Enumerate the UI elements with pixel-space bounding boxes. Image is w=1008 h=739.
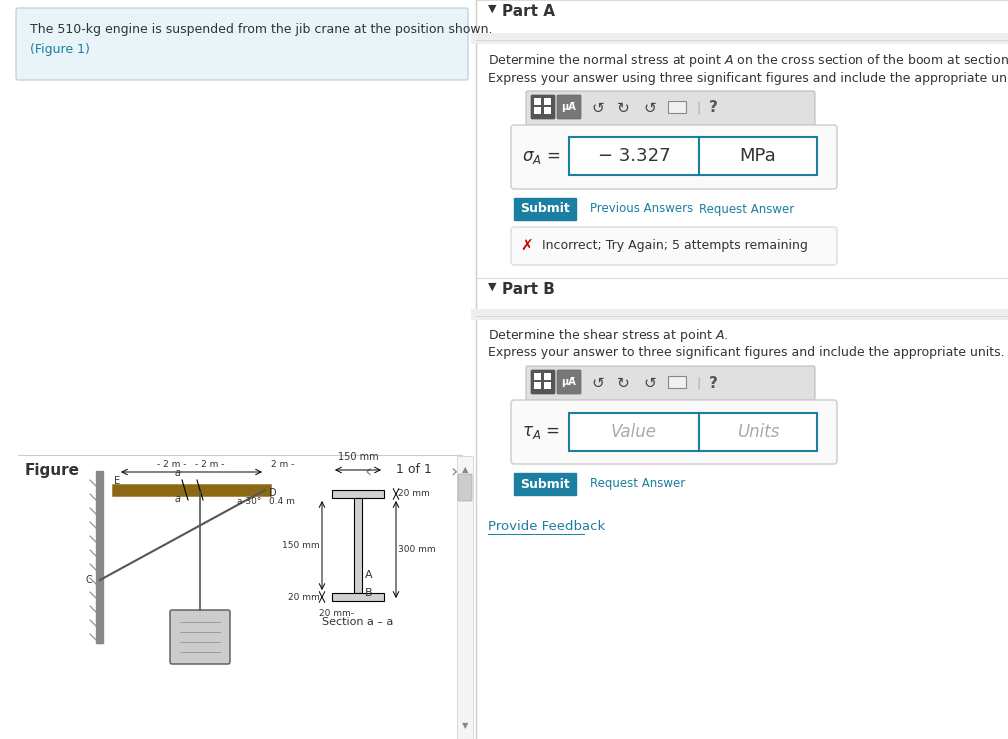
Text: ›: ›: [451, 463, 458, 481]
Text: |: |: [696, 101, 701, 115]
Text: 0.4 m: 0.4 m: [269, 497, 295, 506]
Text: Previous Answers: Previous Answers: [590, 202, 694, 216]
FancyBboxPatch shape: [531, 370, 555, 394]
FancyBboxPatch shape: [511, 227, 837, 265]
Text: D: D: [269, 488, 276, 498]
Bar: [668, 101, 686, 113]
Text: The 510-kg engine is suspended from the jib crane at the position shown.: The 510-kg engine is suspended from the …: [30, 23, 493, 36]
FancyBboxPatch shape: [526, 91, 815, 125]
Text: ↺: ↺: [644, 375, 656, 390]
Bar: [514, 198, 576, 220]
Text: 20 mm: 20 mm: [398, 489, 429, 499]
Bar: [332, 490, 384, 498]
Text: ↺: ↺: [592, 101, 605, 115]
Bar: [354, 498, 362, 593]
Bar: [544, 107, 551, 114]
Text: Value: Value: [611, 423, 657, 441]
Text: ▼: ▼: [488, 282, 497, 292]
Text: MPa: MPa: [740, 147, 776, 165]
Text: C: C: [86, 575, 93, 585]
Text: a: a: [175, 494, 181, 504]
FancyBboxPatch shape: [511, 400, 837, 464]
Text: 300 mm: 300 mm: [398, 545, 435, 554]
Text: $\sigma_A$ =: $\sigma_A$ =: [522, 148, 560, 166]
Text: Request Answer: Request Answer: [590, 477, 685, 491]
Text: a: a: [175, 468, 181, 478]
FancyBboxPatch shape: [526, 366, 815, 400]
FancyBboxPatch shape: [458, 474, 472, 501]
Text: Incorrect; Try Again; 5 attempts remaining: Incorrect; Try Again; 5 attempts remaini…: [542, 239, 807, 253]
Bar: [544, 98, 551, 105]
Text: Determine the shear stress at point $A$.: Determine the shear stress at point $A$.: [488, 327, 729, 344]
Bar: [457, 456, 473, 739]
Text: 1 of 1: 1 of 1: [396, 463, 432, 476]
Text: ▲: ▲: [462, 465, 469, 474]
Bar: [544, 382, 551, 389]
Bar: [569, 413, 699, 451]
FancyBboxPatch shape: [511, 125, 837, 189]
Text: E: E: [114, 476, 120, 486]
Text: - 2 m -: - 2 m -: [195, 460, 224, 469]
Text: |: |: [696, 376, 701, 389]
Bar: [534, 373, 541, 380]
Text: ↻: ↻: [617, 101, 629, 115]
Text: ↺: ↺: [592, 375, 605, 390]
Text: ?: ?: [709, 375, 718, 390]
Bar: [544, 373, 551, 380]
Text: Figure: Figure: [25, 463, 80, 478]
Bar: [332, 593, 384, 601]
Text: − 3.327: − 3.327: [598, 147, 670, 165]
Text: Determine the normal stress at point $A$ on the cross section of the boom at sec: Determine the normal stress at point $A$…: [488, 52, 1008, 69]
Bar: [514, 473, 576, 495]
FancyBboxPatch shape: [170, 610, 230, 664]
Text: B: B: [365, 588, 373, 598]
Text: Express your answer to three significant figures and include the appropriate uni: Express your answer to three significant…: [488, 346, 1005, 359]
Text: Express your answer using three significant figures and include the appropriate : Express your answer using three signific…: [488, 72, 1008, 85]
Text: (Figure 1): (Figure 1): [30, 43, 90, 56]
Text: ✗: ✗: [520, 239, 533, 253]
Bar: [534, 382, 541, 389]
FancyBboxPatch shape: [16, 8, 468, 80]
Text: Part A: Part A: [502, 4, 555, 19]
Bar: [668, 376, 686, 388]
Text: a 30°: a 30°: [237, 497, 261, 506]
Text: Part B: Part B: [502, 282, 554, 297]
Text: $\tau_A$ =: $\tau_A$ =: [522, 423, 559, 441]
Text: ↻: ↻: [617, 375, 629, 390]
Text: Provide Feedback: Provide Feedback: [488, 520, 605, 533]
Text: 2 m -: 2 m -: [271, 460, 294, 469]
Text: 20 mm: 20 mm: [288, 593, 320, 602]
FancyBboxPatch shape: [557, 95, 581, 119]
Text: Submit: Submit: [520, 477, 570, 491]
Text: Section a – a: Section a – a: [323, 617, 394, 627]
Bar: [534, 98, 541, 105]
Bar: [569, 137, 699, 175]
Text: 150 mm: 150 mm: [338, 452, 378, 462]
Text: Units: Units: [737, 423, 779, 441]
Text: Submit: Submit: [520, 202, 570, 216]
Bar: [534, 107, 541, 114]
Bar: [699, 413, 817, 451]
Bar: [699, 137, 817, 175]
FancyBboxPatch shape: [531, 95, 555, 119]
Text: ?: ?: [709, 101, 718, 115]
Text: ↺: ↺: [644, 101, 656, 115]
Text: Request Answer: Request Answer: [699, 202, 794, 216]
Text: ‹: ‹: [364, 463, 372, 481]
Text: μȦ: μȦ: [561, 377, 577, 387]
Text: μȦ: μȦ: [561, 102, 577, 112]
Text: ▼: ▼: [488, 4, 497, 14]
Text: ▼: ▼: [462, 721, 469, 730]
Text: 20 mm-: 20 mm-: [319, 609, 354, 618]
Text: A: A: [365, 570, 373, 580]
FancyBboxPatch shape: [557, 370, 581, 394]
Text: 150 mm: 150 mm: [282, 541, 320, 550]
Text: - 2 m -: - 2 m -: [157, 460, 186, 469]
